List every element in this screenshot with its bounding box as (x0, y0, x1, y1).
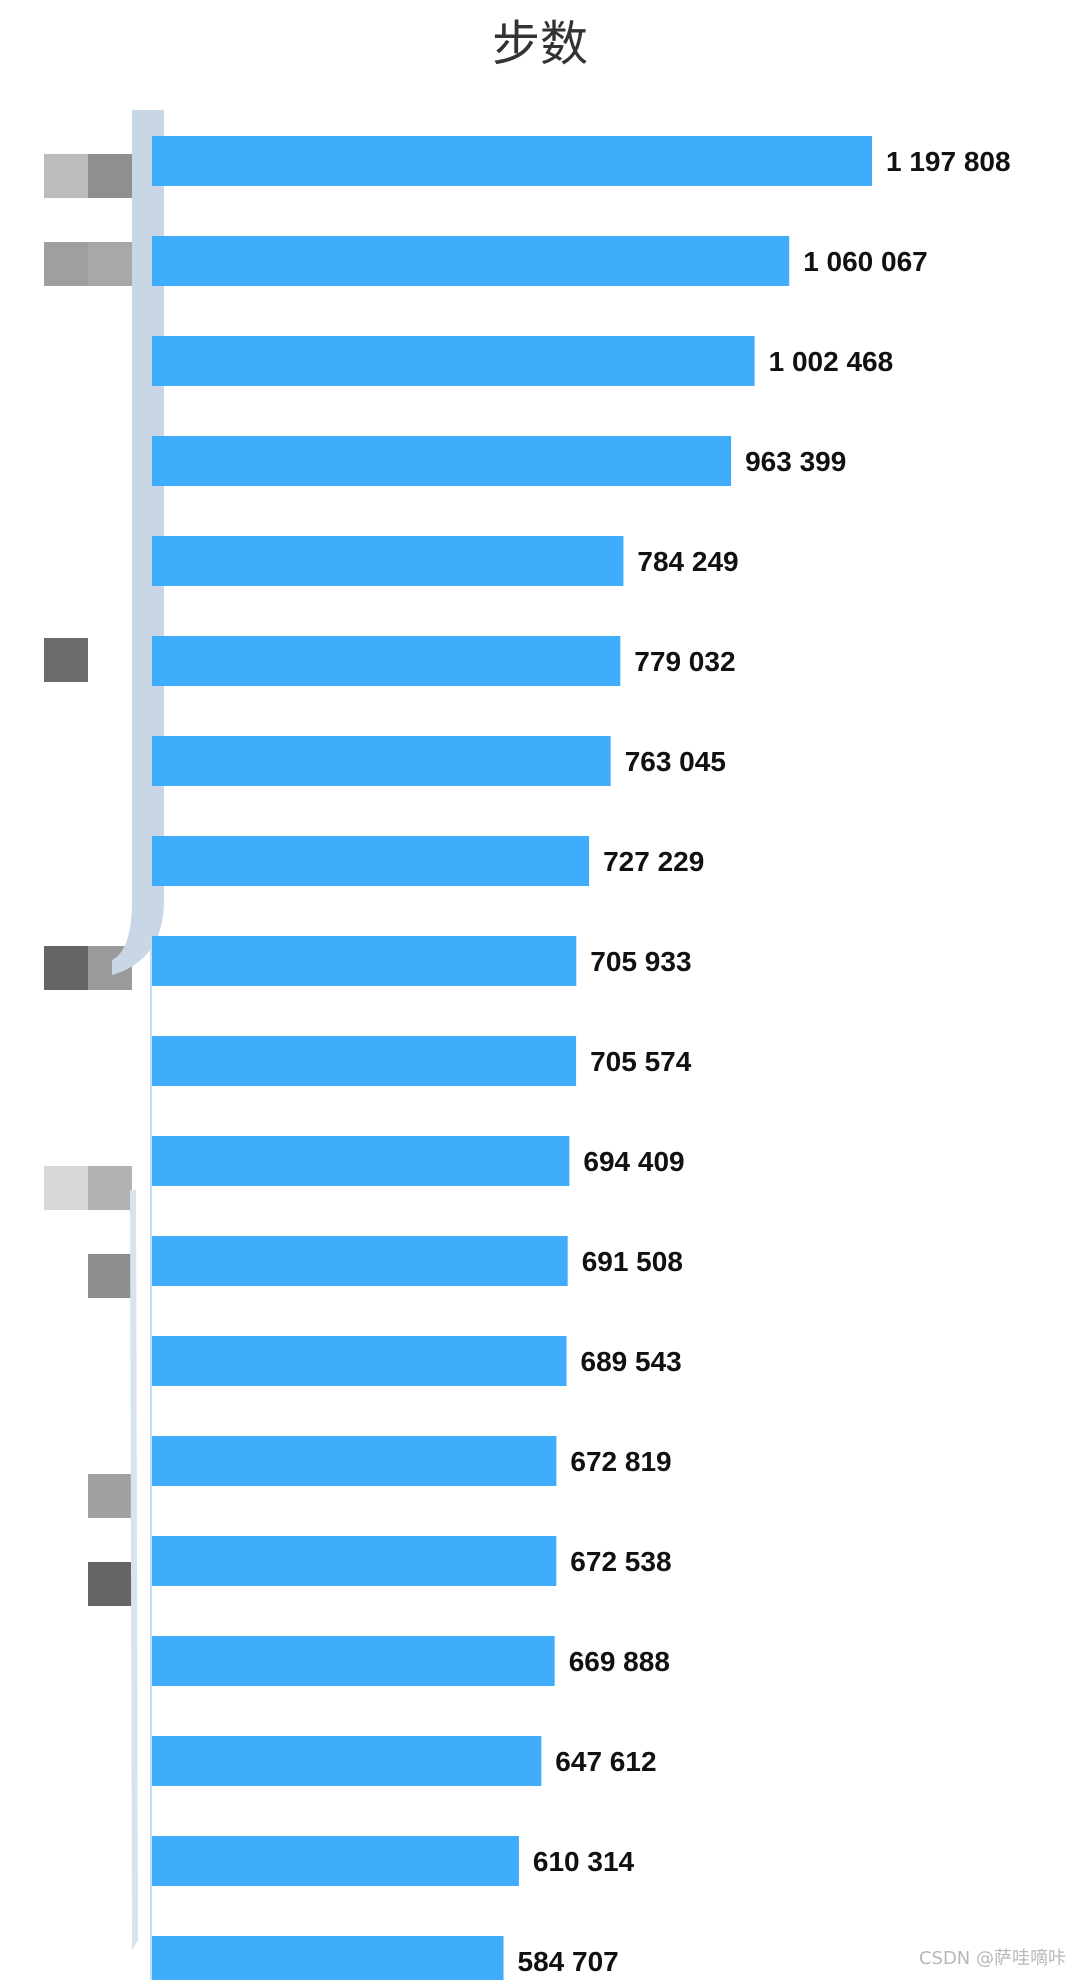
blur-smear-lower (130, 1190, 138, 1950)
bars-group (152, 136, 872, 1980)
bar-value-label: 691 508 (582, 1246, 683, 1277)
bar (152, 1336, 567, 1386)
redacted-label-block (88, 242, 132, 286)
bar-value-label: 705 574 (590, 1046, 692, 1077)
bar (152, 1136, 570, 1186)
bar-value-label: 647 612 (555, 1746, 656, 1777)
bar-value-label: 584 707 (518, 1946, 619, 1977)
bar-value-label: 1 060 067 (803, 246, 928, 277)
bar-value-label: 727 229 (603, 846, 704, 877)
blur-smear-upper (112, 110, 164, 975)
bar (152, 636, 621, 686)
redacted-label-block (44, 154, 88, 198)
redacted-category-labels (44, 154, 132, 1606)
bar (152, 1836, 519, 1886)
bar (152, 236, 790, 286)
bar-value-label: 672 819 (570, 1446, 671, 1477)
redacted-label-block (44, 638, 88, 682)
bar (152, 1936, 504, 1980)
bar (152, 1036, 577, 1086)
bar (152, 536, 624, 586)
redacted-label-block (88, 1562, 132, 1606)
bar (152, 136, 872, 186)
bar (152, 1636, 555, 1686)
bar-value-label: 779 032 (634, 646, 735, 677)
bar (152, 1536, 557, 1586)
bar (152, 1736, 542, 1786)
bar-value-label: 763 045 (625, 746, 726, 777)
value-labels-group: 1 197 808 1 060 067 1 002 468 963 399 784 24… (518, 146, 1011, 1977)
bar (152, 836, 590, 886)
redacted-label-block (88, 154, 132, 198)
bar-value-label: 784 249 (637, 546, 738, 577)
redacted-label-block (88, 1254, 132, 1298)
blurred-overlay (112, 110, 164, 1950)
bar-value-label: 1 197 808 (886, 146, 1011, 177)
bar-value-label: 1 002 468 (769, 346, 894, 377)
redacted-label-block (44, 1166, 88, 1210)
bar-value-label: 672 538 (570, 1546, 671, 1577)
chart-title: 步数 (491, 16, 588, 72)
bar-value-label: 610 314 (533, 1846, 635, 1877)
bar-value-label: 963 399 (745, 446, 846, 477)
bar-value-label: 705 933 (590, 946, 691, 977)
redacted-label-block (44, 242, 88, 286)
redacted-label-block (88, 1166, 132, 1210)
bar (152, 1436, 557, 1486)
bar-value-label: 669 888 (569, 1646, 670, 1677)
redacted-label-block (88, 1474, 132, 1518)
redacted-label-block (44, 946, 88, 990)
bar (152, 736, 611, 786)
bar-value-label: 689 543 (581, 1346, 682, 1377)
bar (152, 936, 577, 986)
bar-value-label: 694 409 (583, 1146, 684, 1177)
watermark: CSDN @萨哇嘀咔 (918, 1948, 1066, 1969)
bar (152, 436, 732, 486)
bar (152, 1236, 568, 1286)
bar (152, 336, 755, 386)
